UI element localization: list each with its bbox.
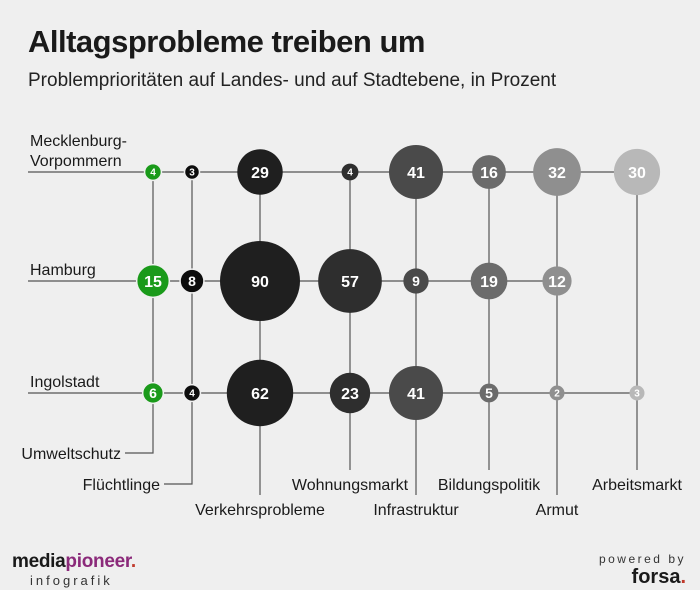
brand-dot: . (130, 551, 136, 572)
brand-part1: media (12, 551, 66, 572)
value-label-mecklenburg-vorpommern-verkehrsprobleme: 29 (251, 165, 269, 182)
bubble-mecklenburg-vorpommern-fluchtlinge (183, 163, 201, 181)
powered-by-label: powered by (598, 552, 686, 566)
value-label-ingolstadt-arbeitsmarkt: 3 (634, 389, 640, 400)
forsa-logo: powered by forsa. (599, 553, 686, 587)
bubble-ingolstadt-infrastruktur (389, 366, 443, 420)
row-label-hamburg: Hamburg (30, 262, 96, 279)
mediapioneer-logo: mediapioneer. infografik (12, 552, 136, 587)
bubble-mecklenburg-vorpommern-wohnungsmarkt (341, 163, 359, 181)
value-label-ingolstadt-verkehrsprobleme: 62 (251, 386, 269, 403)
value-label-hamburg-umweltschutz: 15 (144, 274, 162, 291)
column-line-umweltschutz (125, 172, 154, 454)
bubble-chart: Umweltschutz Flüchtlinge Verkehrsprobleme W… (21, 133, 682, 519)
value-label-hamburg-bildungspolitik: 19 (480, 274, 498, 291)
bubble-mecklenburg-vorpommern-arbeitsmarkt (613, 148, 661, 196)
bubble-mecklenburg-vorpommern-verkehrsprobleme (237, 149, 283, 195)
value-label-mecklenburg-vorpommern-bildungspolitik: 16 (480, 165, 498, 182)
value-label-ingolstadt-umweltschutz: 6 (149, 385, 157, 401)
category-label-bildungspolitik: Bildungspolitik (438, 477, 541, 494)
value-label-mecklenburg-vorpommern-umweltschutz: 4 (150, 168, 156, 179)
bubble-hamburg-infrastruktur (403, 268, 429, 294)
bubble-mecklenburg-vorpommern-infrastruktur (389, 145, 443, 199)
value-label-mecklenburg-vorpommern-infrastruktur: 41 (407, 165, 425, 182)
value-label-hamburg-fluchtlinge: 8 (188, 273, 196, 289)
value-label-ingolstadt-wohnungsmarkt: 23 (341, 386, 359, 403)
value-label-ingolstadt-armut: 2 (554, 389, 560, 400)
value-label-ingolstadt-fluchtlinge: 4 (189, 389, 195, 400)
bubble-ingolstadt-armut (549, 385, 565, 401)
column-line-fluchtlinge (164, 172, 193, 485)
bubble-ingolstadt-fluchtlinge (182, 383, 202, 403)
category-label-wohnungsmarkt: Wohnungsmarkt (292, 477, 409, 494)
bubble-ingolstadt-umweltschutz (141, 381, 165, 405)
value-label-mecklenburg-vorpommern-fluchtlinge: 3 (189, 168, 195, 179)
value-label-ingolstadt-infrastruktur: 41 (407, 386, 425, 403)
forsa-name: forsa (631, 566, 681, 588)
category-label-arbeitsmarkt: Arbeitsmarkt (592, 477, 682, 494)
brand-subtitle: infografik (30, 573, 113, 588)
bubble-hamburg-umweltschutz (135, 263, 171, 299)
bubble-ingolstadt-wohnungsmarkt (329, 372, 371, 414)
value-label-hamburg-armut: 12 (548, 274, 566, 291)
value-label-hamburg-infrastruktur: 9 (412, 273, 420, 289)
bubble-ingolstadt-bildungspolitik (479, 383, 499, 403)
bubble-hamburg-armut (542, 266, 572, 296)
value-label-mecklenburg-vorpommern-arbeitsmarkt: 30 (628, 165, 646, 182)
bubble-hamburg-verkehrsprobleme (220, 241, 300, 321)
category-label-verkehrsprobleme: Verkehrsprobleme (195, 502, 325, 519)
bubble-mecklenburg-vorpommern-umweltschutz (143, 162, 163, 182)
value-label-hamburg-verkehrsprobleme: 90 (251, 274, 269, 291)
category-label-fluchtlinge: Flüchtlinge (83, 477, 160, 494)
row-label-ingolstadt: Ingolstadt (30, 374, 100, 391)
bubble-hamburg-fluchtlinge (179, 268, 205, 294)
brand-part2: pioneer (65, 551, 131, 572)
bubble-hamburg-wohnungsmarkt (318, 249, 382, 313)
category-label-umweltschutz: Umweltschutz (21, 446, 121, 463)
category-label-infrastruktur: Infrastruktur (373, 502, 459, 519)
value-label-hamburg-wohnungsmarkt: 57 (341, 274, 359, 291)
forsa-dot: . (680, 566, 686, 588)
bubble-mecklenburg-vorpommern-bildungspolitik (472, 155, 506, 189)
chart-title: Alltagsprobleme treiben um (28, 24, 425, 59)
value-label-mecklenburg-vorpommern-wohnungsmarkt: 4 (347, 168, 353, 179)
bubble-ingolstadt-verkehrsprobleme (226, 359, 294, 427)
row-label-mecklenburg-vorpommern: Mecklenburg-Vorpommern (30, 133, 127, 170)
chart-subtitle: Problemprioritäten auf Landes- und auf S… (28, 70, 557, 91)
value-label-mecklenburg-vorpommern-armut: 32 (548, 165, 566, 182)
bubble-ingolstadt-arbeitsmarkt (629, 385, 645, 401)
value-label-ingolstadt-bildungspolitik: 5 (485, 385, 493, 401)
bubble-mecklenburg-vorpommern-armut (533, 148, 581, 196)
category-label-armut: Armut (536, 502, 579, 519)
bubble-hamburg-bildungspolitik (470, 262, 508, 300)
